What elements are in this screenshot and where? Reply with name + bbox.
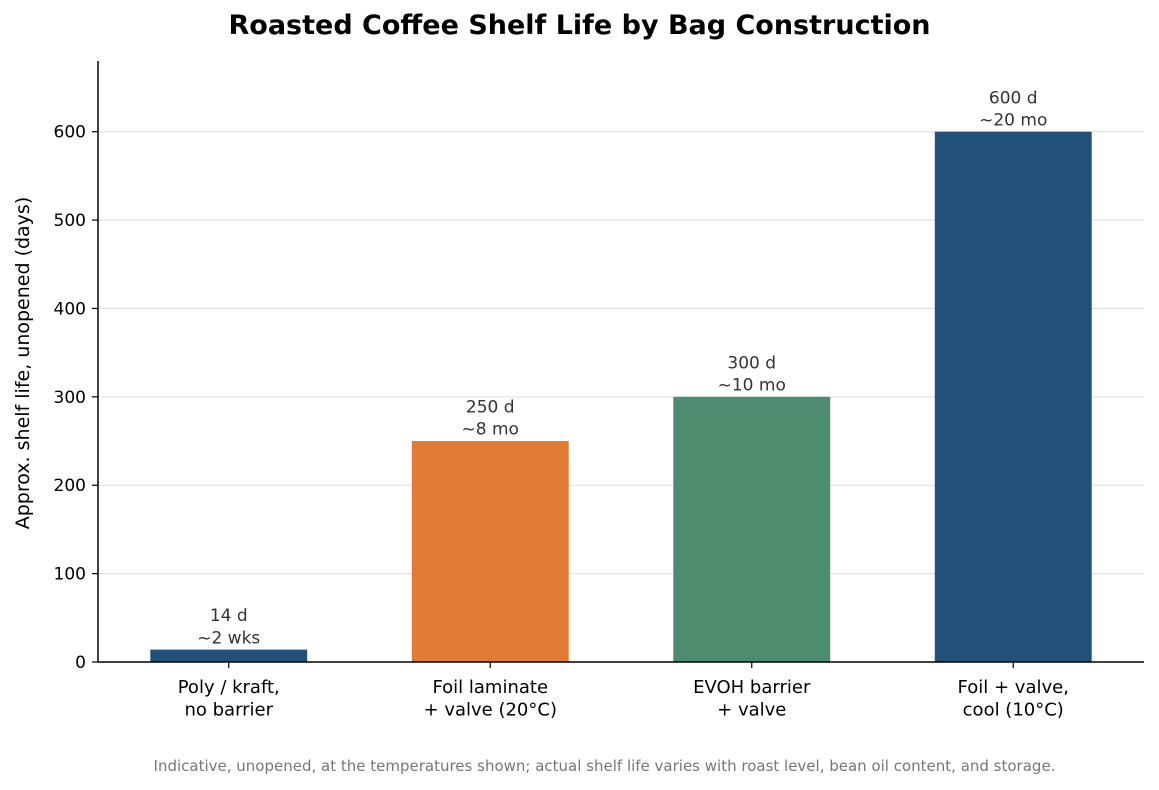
y-tick-label: 100 bbox=[54, 565, 86, 585]
y-tick-label: 0 bbox=[75, 653, 86, 673]
bar bbox=[411, 441, 569, 662]
bar-data-label: 14 d ~2 wks bbox=[197, 606, 260, 648]
bar bbox=[673, 396, 831, 662]
x-tick-label: Foil + valve, cool (10°C) bbox=[958, 677, 1069, 721]
bar-data-label: 600 d ~20 mo bbox=[979, 88, 1047, 130]
chart-title: Roasted Coffee Shelf Life by Bag Constru… bbox=[228, 10, 931, 41]
x-tick-label: Foil laminate + valve (20°C) bbox=[424, 677, 557, 721]
y-tick-label: 400 bbox=[54, 299, 86, 319]
bar bbox=[150, 649, 308, 662]
x-tick-label: EVOH barrier + valve bbox=[693, 677, 811, 721]
y-tick-label: 300 bbox=[54, 388, 86, 408]
y-tick-label: 200 bbox=[54, 476, 86, 496]
bar-data-label: 300 d ~10 mo bbox=[718, 353, 786, 395]
x-tick-label: Poly / kraft, no barrier bbox=[178, 677, 280, 721]
bar bbox=[934, 131, 1092, 663]
y-tick-label: 600 bbox=[54, 123, 86, 143]
bar-data-label: 250 d ~8 mo bbox=[462, 398, 519, 440]
chart-footnote: Indicative, unopened, at the temperature… bbox=[153, 757, 1056, 775]
y-tick-label: 500 bbox=[54, 211, 86, 231]
